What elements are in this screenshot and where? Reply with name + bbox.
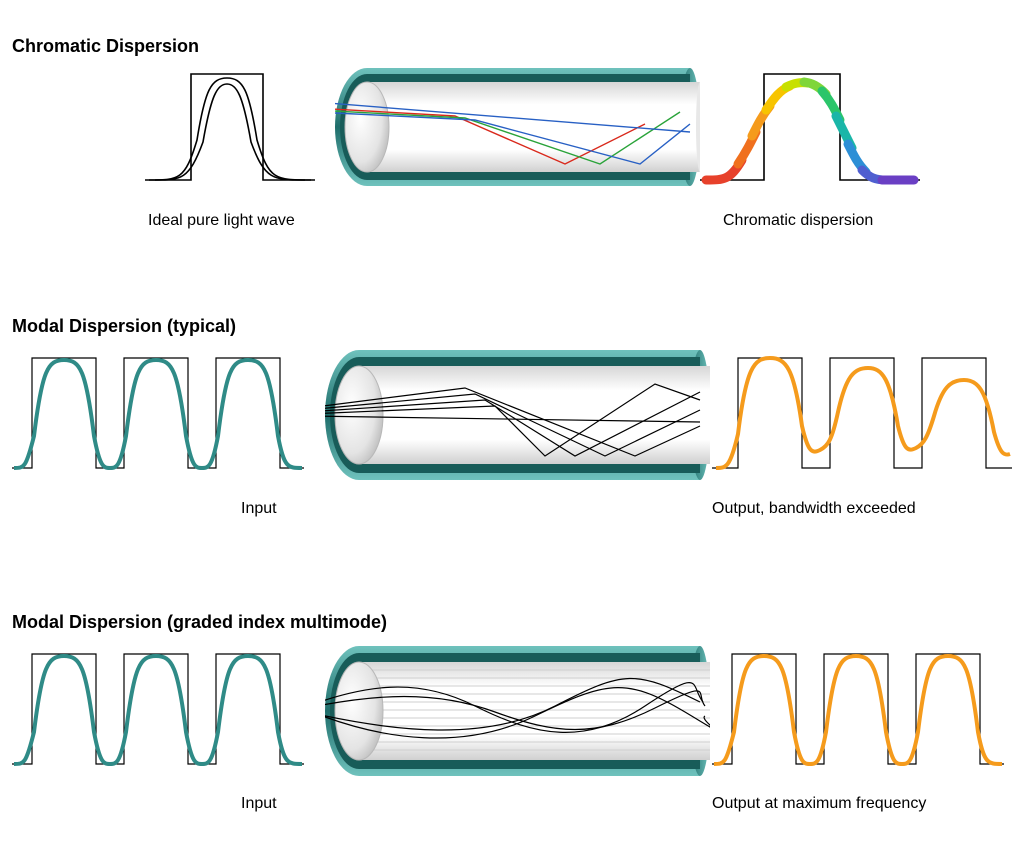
- title-modal-graded: Modal Dispersion (graded index multimode…: [12, 612, 387, 633]
- title-chromatic: Chromatic Dispersion: [12, 36, 199, 57]
- chromatic-input-caption: Ideal pure light wave: [148, 212, 295, 230]
- modal-typical-input-caption: Input: [241, 500, 277, 518]
- title-modal-typical: Modal Dispersion (typical): [12, 316, 236, 337]
- chromatic-output-wave: [700, 60, 920, 190]
- modal-graded-input-wave: [12, 636, 304, 771]
- modal-graded-output-caption: Output at maximum frequency: [712, 795, 926, 813]
- chromatic-input-wave: [145, 60, 315, 190]
- modal-typical-fiber: [325, 350, 710, 480]
- chromatic-output-caption: Chromatic dispersion: [723, 212, 873, 230]
- chromatic-fiber: [335, 68, 700, 186]
- modal-typical-input-wave: [12, 340, 304, 475]
- modal-graded-output-wave: [712, 636, 1004, 771]
- modal-typical-output-wave: [712, 340, 1012, 475]
- modal-graded-fiber: [325, 646, 710, 776]
- modal-graded-input-caption: Input: [241, 795, 277, 813]
- modal-typical-output-caption: Output, bandwidth exceeded: [712, 500, 916, 518]
